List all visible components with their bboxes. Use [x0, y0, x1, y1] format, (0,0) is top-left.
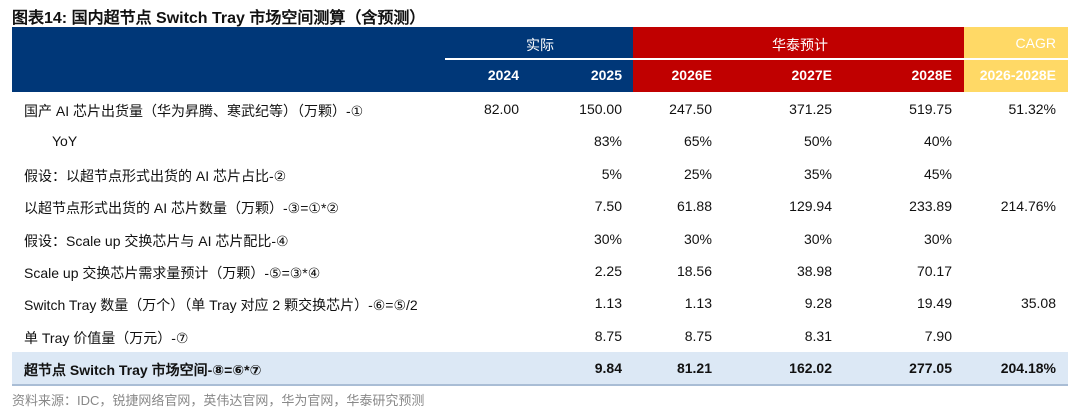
table-cell: 277.05 — [909, 360, 952, 377]
table-cell: 8.75 — [684, 327, 712, 344]
table-cell: 30% — [683, 230, 712, 247]
row-label: YoY — [52, 133, 78, 150]
table-cell: 45% — [923, 165, 952, 182]
table-cell: 2.25 — [594, 263, 622, 279]
table-cell: 81.21 — [676, 360, 712, 377]
table-title: 图表14: 国内超节点 Switch Tray 市场空间测算（含预测） — [12, 10, 426, 27]
table-cell: 162.02 — [789, 360, 832, 377]
column-header: 2024 — [487, 67, 519, 83]
highlight-row-bg — [12, 352, 1068, 386]
row-label: 假设：以超节点形式出货的 AI 芯片占比-② — [24, 167, 287, 184]
table-cell: 5% — [601, 165, 622, 182]
table-cell: 65% — [683, 133, 712, 150]
table-cell: 30% — [923, 230, 952, 247]
source-note: 资料来源：IDC，锐捷网络官网，英伟达官网，华为官网，华泰研究预测 — [12, 393, 425, 408]
table-cell: 233.89 — [909, 198, 952, 215]
row-label: 假设：Scale up 交换芯片与 AI 芯片配比-④ — [24, 232, 289, 249]
row-label: 单 Tray 价值量（万元）-⑦ — [24, 329, 189, 346]
header-divider — [445, 58, 1068, 60]
table-cell: 38.98 — [796, 263, 832, 279]
table-cell: 204.18% — [1000, 360, 1056, 377]
table-cell: 519.75 — [909, 101, 952, 117]
table-cell: 35% — [803, 165, 832, 182]
table-cell: 51.32% — [1008, 101, 1056, 117]
row-label: 国产 AI 芯片出货量（华为昇腾、寒武纪等）（万颗）-① — [24, 103, 364, 119]
column-header: 2027E — [791, 67, 832, 83]
group-cagr: CAGR — [1015, 35, 1056, 51]
table-cell: 214.76% — [1000, 198, 1056, 215]
table-cell: 9.28 — [804, 295, 832, 312]
row-label: 以超节点形式出货的 AI 芯片数量（万颗）-③=①*② — [24, 200, 339, 217]
table-cell: 247.50 — [669, 101, 712, 117]
table-cell: 8.31 — [804, 327, 832, 344]
table-cell: 8.75 — [594, 327, 622, 344]
table-cell: 70.17 — [916, 263, 952, 279]
row-label: Switch Tray 数量（万个）（单 Tray 对应 2 颗交换芯片）-⑥=… — [24, 297, 418, 314]
table-cell: 30% — [803, 230, 832, 247]
table-cell: 129.94 — [789, 198, 832, 215]
table-cell: 50% — [803, 133, 832, 150]
table-cell: 9.84 — [594, 360, 622, 377]
table-cell: 7.50 — [594, 198, 622, 215]
table-cell: 61.88 — [676, 198, 712, 215]
column-header: 2025 — [590, 67, 622, 83]
table-cell: 1.13 — [684, 295, 712, 312]
table-cell: 1.13 — [594, 295, 622, 312]
table-cell: 18.56 — [676, 263, 712, 279]
table-cell: 19.49 — [916, 295, 952, 312]
table-cell: 82.00 — [483, 101, 519, 117]
row-label: Scale up 交换芯片需求量预计（万颗）-⑤=③*④ — [24, 265, 321, 281]
column-header: 2026-2028E — [979, 67, 1056, 83]
table-cell: 7.90 — [924, 327, 952, 344]
table-cell: 150.00 — [579, 101, 622, 117]
row-label: 超节点 Switch Tray 市场空间-⑧=⑥*⑦ — [24, 362, 262, 379]
table-cell: 371.25 — [789, 101, 832, 117]
table-cell: 40% — [923, 133, 952, 150]
group-forecast: 华泰预计 — [772, 37, 828, 53]
column-header: 2028E — [911, 67, 952, 83]
table-cell: 83% — [593, 133, 622, 150]
table-cell: 30% — [593, 230, 622, 247]
table-cell: 35.08 — [1020, 295, 1056, 312]
table-cell: 25% — [683, 165, 712, 182]
group-actual: 实际 — [526, 37, 554, 53]
column-header: 2026E — [671, 67, 712, 83]
